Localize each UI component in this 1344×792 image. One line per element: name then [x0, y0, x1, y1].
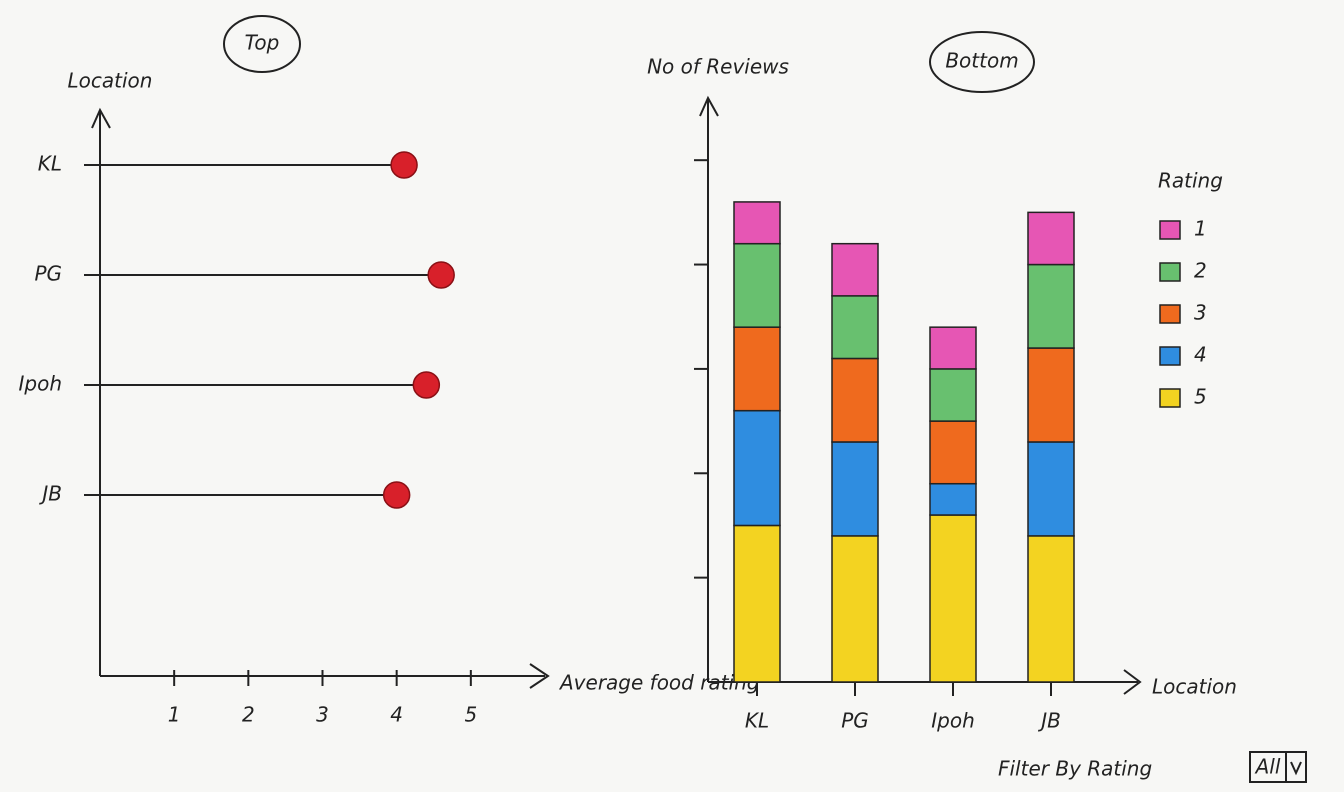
x-tick-label: Ipoh — [931, 709, 975, 733]
bar-segment — [831, 357, 879, 443]
title-circle — [223, 15, 301, 73]
y-tick-label: Ipoh — [18, 372, 62, 396]
y-tick-label: PG — [34, 262, 62, 286]
y-axis-label: No of Reviews — [647, 55, 789, 79]
bar-segment — [929, 420, 977, 485]
bar-segment — [733, 242, 781, 328]
title-circle — [929, 31, 1035, 93]
chart-title: Top — [245, 31, 280, 55]
legend-swatch — [1159, 388, 1181, 408]
y-tick-label: KL — [38, 152, 62, 176]
x-tick-label: 4 — [390, 703, 403, 727]
x-tick-label: 3 — [316, 703, 329, 727]
legend-label: 3 — [1194, 301, 1207, 325]
x-tick-label: 5 — [464, 703, 477, 727]
legend-title: Rating — [1158, 169, 1223, 193]
dropdown-arrow[interactable] — [1290, 761, 1302, 776]
dot — [427, 261, 455, 289]
legend-swatch — [1159, 346, 1181, 366]
y-axis-label: Location — [68, 69, 153, 93]
filter-label: Filter By Rating — [998, 757, 1152, 781]
legend-label: 5 — [1194, 385, 1207, 409]
bar-segment — [733, 201, 781, 245]
dot — [382, 481, 411, 509]
bar-segment — [1027, 441, 1075, 537]
bar-segment — [733, 326, 781, 412]
bar-segment — [1027, 263, 1075, 349]
filter: Filter By Rating All — [998, 751, 1307, 783]
bar-segment — [831, 441, 879, 537]
bar-segment — [733, 409, 781, 527]
legend-label: 1 — [1194, 217, 1207, 241]
filter-value[interactable]: All — [1254, 755, 1281, 779]
bar-segment — [929, 368, 977, 422]
axes — [91, 107, 550, 689]
bar-segment — [831, 242, 879, 297]
x-tick-label: 1 — [168, 703, 181, 727]
bar-segment — [929, 514, 977, 683]
x-tick-label: JB — [1037, 709, 1061, 733]
legend-swatch — [1159, 262, 1181, 282]
bar-segment — [831, 535, 879, 683]
bar-segment — [1027, 211, 1075, 266]
bar-segment — [1027, 347, 1075, 443]
x-axis-label: Location — [1152, 675, 1237, 699]
legend-swatch — [1159, 304, 1181, 324]
x-tick-label: KL — [745, 709, 769, 733]
x-tick-label: PG — [841, 709, 869, 733]
legend-swatch — [1159, 220, 1181, 240]
dot — [412, 371, 441, 399]
bar-segment — [1027, 535, 1075, 683]
chart-title: Bottom — [945, 49, 1018, 73]
bar-segment — [733, 524, 781, 683]
y-tick-label: JB — [38, 482, 62, 506]
filter-dropdown[interactable] — [1249, 751, 1307, 783]
bar-segment — [929, 326, 977, 370]
legend-label: 4 — [1194, 343, 1207, 367]
bar-segment — [929, 482, 977, 516]
dot — [390, 151, 418, 179]
x-tick-label: 2 — [242, 703, 255, 727]
axes — [699, 95, 1142, 695]
legend-label: 2 — [1194, 259, 1207, 283]
bar-segment — [831, 295, 879, 360]
